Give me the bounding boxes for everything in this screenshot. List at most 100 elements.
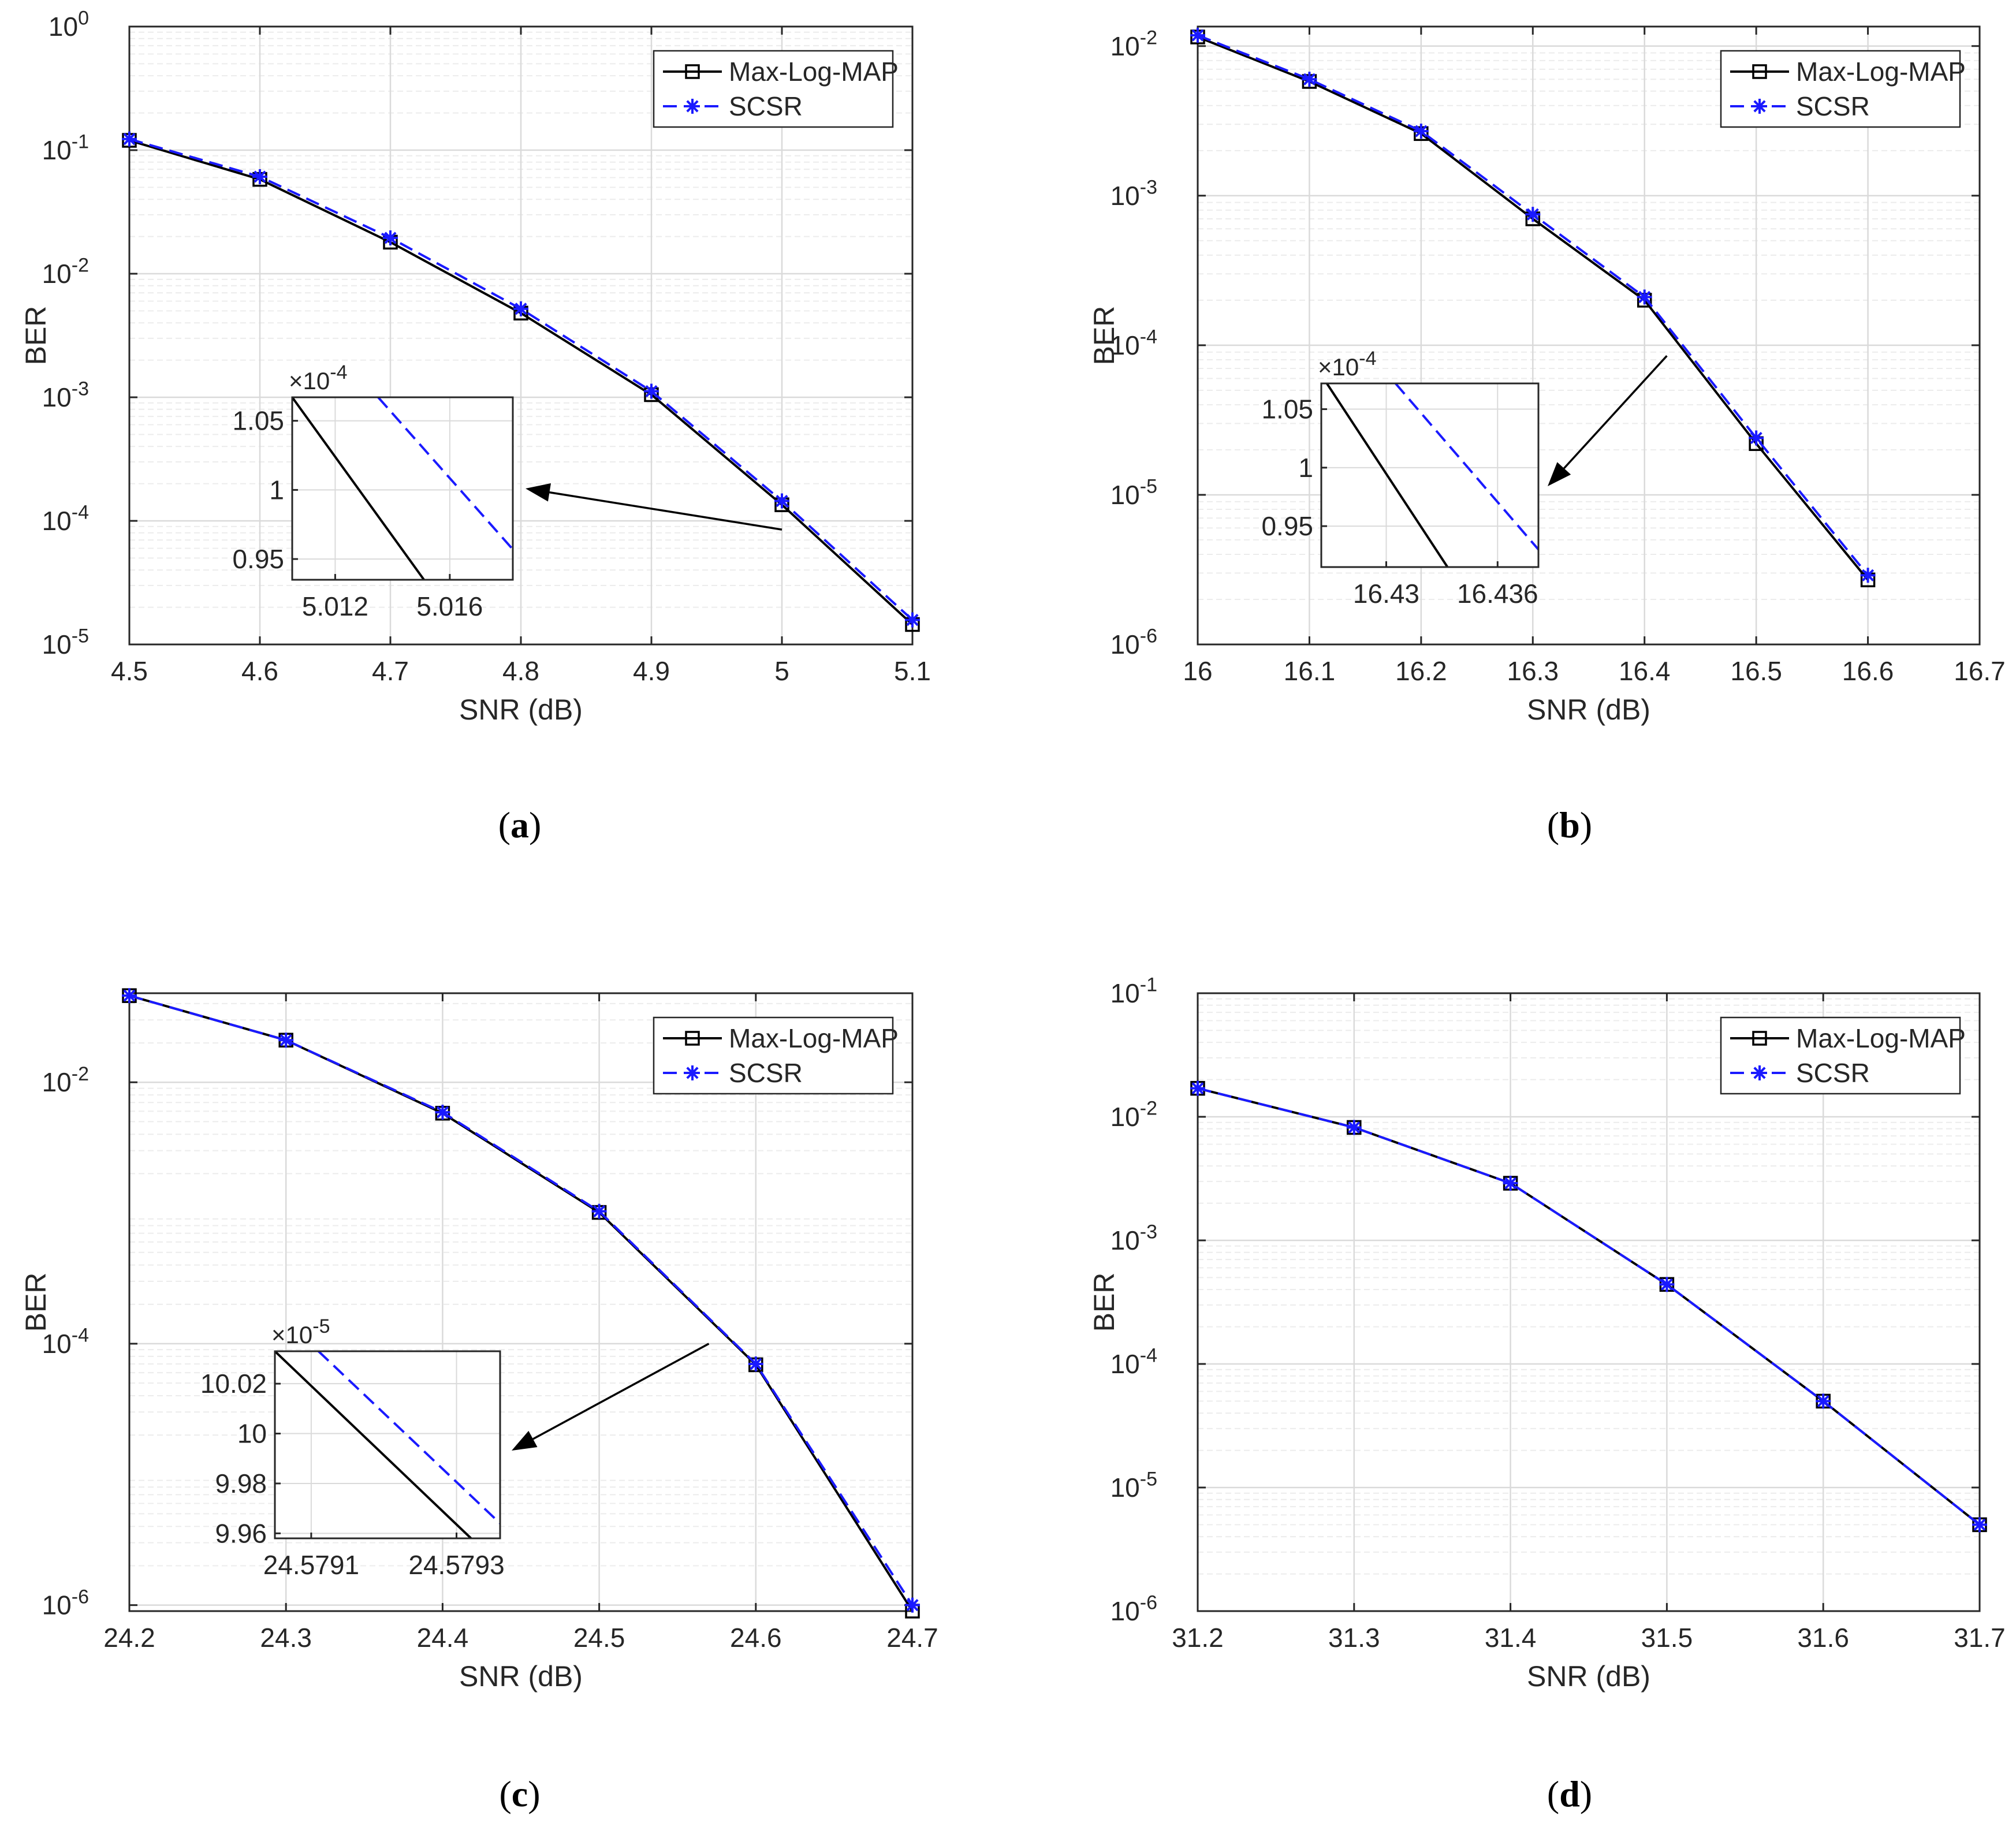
series-scsr [122, 988, 920, 1613]
legend-label: SCSR [729, 91, 803, 121]
zoom-arrow-head [512, 1430, 538, 1451]
data-point [435, 1105, 450, 1120]
y-tick-label: 100 [49, 8, 89, 42]
data-point [1972, 1517, 1987, 1533]
x-axis-label: SNR (dB) [1527, 1660, 1650, 1693]
inset-y-tick-label: 10.02 [200, 1369, 267, 1399]
y-tick-label-exponent: -6 [72, 1586, 89, 1608]
x-tick-label: 24.3 [260, 1623, 312, 1653]
y-tick-label-base: 10 [1111, 1349, 1140, 1379]
x-axis-label: SNR (dB) [459, 1660, 583, 1693]
legend-marker [685, 1065, 700, 1080]
y-tick-label-exponent: -2 [72, 255, 89, 277]
y-tick-label-base: 10 [1111, 1225, 1140, 1255]
data-point [278, 1032, 294, 1048]
y-axis-label: BER [1088, 306, 1120, 366]
inset-multiplier-exponent: -5 [312, 1315, 330, 1337]
inset-x-tick-label: 16.436 [1457, 579, 1538, 609]
data-point [252, 169, 267, 184]
y-axis: 10-610-510-410-310-210-1 [1111, 974, 1980, 1626]
x-tick-label: 16 [1183, 656, 1212, 686]
y-tick-label-base: 10 [1111, 629, 1140, 659]
panel-caption: (c) [499, 1773, 540, 1814]
inset-zoom: 16.43 16.436 0.95 1 1.05×10-4 [1261, 348, 1668, 609]
panel-caption: (b) [1547, 804, 1592, 845]
y-tick-label: 10-2 [1111, 27, 1157, 61]
inset-box [274, 1350, 501, 1539]
y-tick-label: 10-5 [1111, 476, 1157, 510]
legend-label: SCSR [729, 1058, 803, 1088]
inset-series-line [1395, 383, 1538, 550]
legend: Max-Log-MAP SCSR [653, 1016, 899, 1095]
inset-y-tick-label: 9.98 [215, 1468, 267, 1498]
x-axis: 4.5 4.6 4.7 4.8 4.9 5 5.1 [111, 27, 931, 686]
data-point [1503, 1176, 1518, 1191]
y-tick-label-exponent: -6 [1140, 625, 1157, 647]
y-tick-label: 10-4 [1111, 1345, 1157, 1379]
panel-caption-letter: c [512, 1773, 528, 1814]
axes-box [128, 992, 914, 1612]
x-tick-label: 4.9 [633, 656, 670, 686]
x-axis-label: SNR (dB) [1527, 694, 1650, 726]
data-point [1413, 124, 1429, 139]
data-point [644, 383, 659, 399]
data-point [774, 493, 789, 509]
panel-caption-letter: a [510, 804, 529, 845]
data-point [383, 230, 398, 245]
y-tick-label: 10-1 [42, 131, 89, 165]
data-point [1749, 430, 1764, 446]
y-tick-label: 10-3 [1111, 177, 1157, 211]
y-tick-label: 10-3 [1111, 1221, 1157, 1255]
panel-a: 4.5 4.6 4.7 4.8 4.9 5 5.110-510-410-310-210-11… [20, 8, 931, 845]
y-tick-label-base: 10 [1111, 181, 1140, 211]
legend-box [1720, 50, 1961, 128]
data-point [905, 1597, 920, 1613]
y-tick-label-base: 10 [1111, 1102, 1140, 1132]
inset-box [1320, 382, 1540, 568]
inset-series-line [318, 1351, 500, 1524]
x-axis-label: SNR (dB) [459, 694, 583, 726]
x-tick-label: 24.6 [730, 1623, 782, 1653]
x-tick-label: 16.6 [1842, 656, 1894, 686]
x-axis: 16 16.1 16.2 16.3 16.4 16.5 16.6 16.7 [1183, 27, 2006, 686]
y-tick-label-exponent: -4 [1140, 326, 1157, 348]
y-tick-label-exponent: -1 [1140, 974, 1157, 996]
x-tick-label: 16.5 [1730, 656, 1782, 686]
legend-label: Max-Log-MAP [729, 1023, 899, 1053]
inset-multiplier-base: 10 [303, 367, 330, 394]
data-point [1637, 289, 1652, 305]
x-tick-label: 4.5 [111, 656, 148, 686]
y-tick-label: 10-6 [42, 1586, 89, 1620]
inset-series-line [1325, 383, 1449, 567]
panel-caption-letter: d [1559, 1773, 1580, 1814]
inset-multiplier-times: × [271, 1321, 286, 1348]
legend-label: Max-Log-MAP [729, 57, 899, 87]
legend-box [653, 50, 894, 128]
inset-box [291, 396, 514, 581]
y-axis-label: BER [1088, 1273, 1120, 1332]
y-tick-label-exponent: -5 [1140, 1468, 1157, 1490]
y-tick-label: 10-1 [1111, 974, 1157, 1008]
inset-background [275, 1351, 500, 1538]
inset-zoom: 5.012 5.016 0.95 1 1.05×10-4 [232, 361, 782, 621]
inset-multiplier-base: 10 [286, 1321, 313, 1348]
y-tick-label-base: 10 [42, 135, 72, 165]
y-tick-label: 10-2 [42, 255, 89, 289]
zoom-arrow [512, 1343, 710, 1451]
x-tick-label: 4.6 [241, 656, 278, 686]
inset-multiplier: ×10-5 [271, 1315, 330, 1348]
legend-label: Max-Log-MAP [1796, 1023, 1966, 1053]
inset-multiplier-exponent: -4 [330, 361, 347, 383]
zoom-arrow-head [526, 483, 551, 502]
y-tick-label-exponent: -2 [72, 1063, 89, 1085]
inset-x-tick-label: 5.016 [416, 591, 483, 621]
y-tick-label-exponent: -3 [72, 378, 89, 400]
data-point [1346, 1120, 1362, 1135]
x-axis: 31.2 31.3 31.4 31.5 31.6 31.7 [1172, 993, 2006, 1653]
data-point [122, 131, 137, 147]
x-tick-label: 31.4 [1485, 1623, 1537, 1653]
inset-multiplier-times: × [289, 367, 303, 394]
inset-x-tick-label: 24.5791 [263, 1550, 359, 1580]
inset-multiplier: ×10-4 [1318, 348, 1376, 381]
